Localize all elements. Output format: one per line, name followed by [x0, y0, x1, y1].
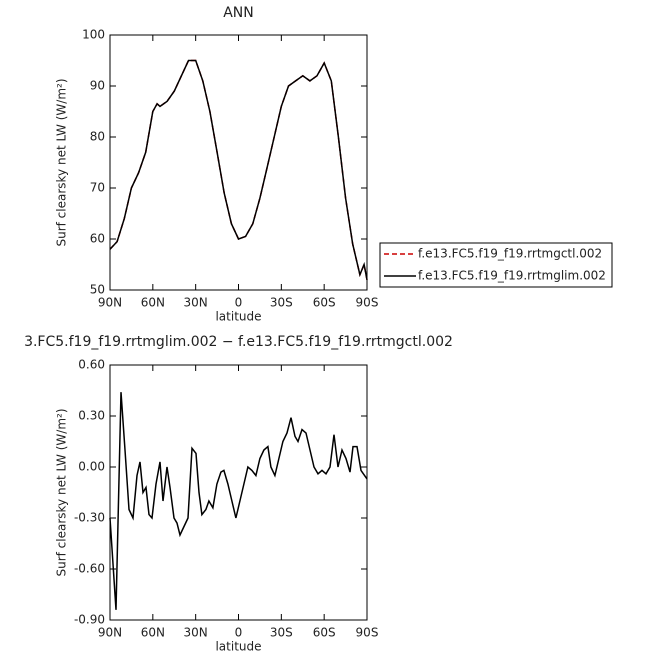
x-tick-label: 30S [270, 296, 293, 310]
plot-frame [109, 364, 368, 621]
y-tick-label: 0.60 [78, 358, 105, 372]
x-tick-label: 0 [235, 626, 243, 640]
y-tick-label: -0.60 [74, 562, 105, 576]
x-tick-label: 90N [98, 626, 122, 640]
x-tick-label: 30S [270, 626, 293, 640]
y-tick-label: 70 [90, 181, 105, 195]
y-tick-label: 90 [90, 79, 105, 93]
chart-title: ANN [223, 5, 254, 21]
y-axis-label: Surf clearsky net LW (W/m²) [55, 408, 69, 576]
x-tick-label: 90N [98, 296, 122, 310]
y-tick-label: -0.30 [74, 511, 105, 525]
series-line [109, 59, 368, 280]
y-tick-label: 60 [90, 232, 105, 246]
legend-label: f.e13.FC5.f19_f19.rrtmglim.002 [418, 269, 606, 283]
y-axis-label: Surf clearsky net LW (W/m²) [55, 78, 69, 246]
y-tick-label: -0.90 [74, 613, 105, 627]
plot-frame [109, 34, 368, 291]
chart-title: 3.FC5.f19_f19.rrtmglim.002 − f.e13.FC5.f… [24, 334, 453, 350]
x-axis-label: latitude [215, 640, 261, 654]
series-line [109, 59, 368, 280]
x-tick-label: 30N [184, 296, 208, 310]
x-tick-label: 30N [184, 626, 208, 640]
y-tick-label: 50 [90, 283, 105, 297]
y-tick-label: 80 [90, 130, 105, 144]
x-tick-label: 60N [141, 626, 165, 640]
x-tick-label: 0 [235, 296, 243, 310]
legend-label: f.e13.FC5.f19_f19.rrtmgctl.002 [418, 247, 602, 261]
series-line [109, 392, 368, 610]
x-tick-label: 90S [356, 626, 379, 640]
y-tick-label: 0.30 [78, 409, 105, 423]
x-tick-label: 60N [141, 296, 165, 310]
x-tick-label: 60S [313, 296, 336, 310]
legend-box [379, 242, 613, 288]
x-tick-label: 60S [313, 626, 336, 640]
y-tick-label: 100 [82, 28, 105, 42]
x-axis-label: latitude [215, 310, 261, 324]
x-tick-label: 90S [356, 296, 379, 310]
y-tick-label: 0.00 [78, 460, 105, 474]
